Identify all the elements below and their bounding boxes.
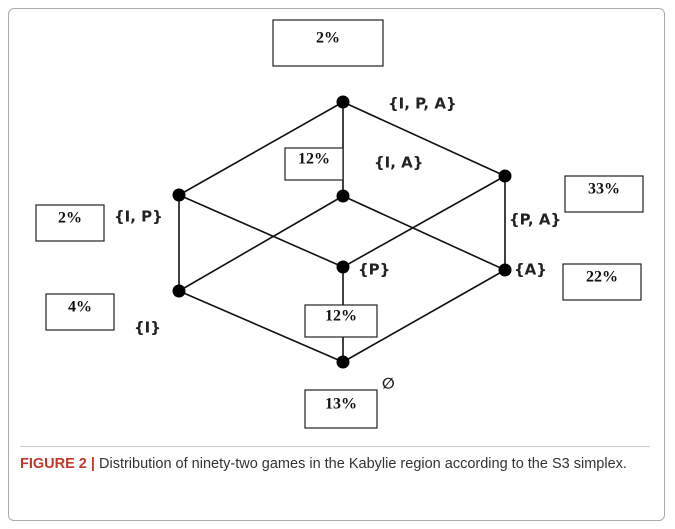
node [336, 189, 350, 203]
node-label: {I, A} [374, 154, 423, 172]
share-box [35, 204, 105, 242]
share: 12% [325, 308, 357, 325]
share: 13% [325, 396, 357, 413]
share-box [45, 293, 115, 331]
share-box [304, 389, 378, 429]
node-label: {P} [358, 261, 390, 279]
share: 22% [586, 269, 618, 286]
edge [342, 101, 506, 177]
node [336, 355, 350, 369]
edge [342, 175, 506, 268]
node-label: ∅ [382, 375, 395, 393]
edge [342, 195, 506, 271]
edge [178, 101, 344, 196]
share-box [304, 304, 378, 338]
edge [178, 195, 344, 292]
share: 33% [588, 181, 620, 198]
share-box [284, 147, 344, 181]
node-label: {A} [514, 261, 547, 279]
edge [178, 290, 344, 363]
share-box [562, 263, 642, 301]
edge [178, 194, 344, 268]
node [172, 284, 186, 298]
nodes: 2% {I, P, A} 12% {I, A} 2% {I, P} 33% {P, A} 12%… [35, 19, 644, 429]
frame [8, 8, 665, 521]
node [498, 263, 512, 277]
share-box [272, 19, 384, 67]
caption-label: FIGURE 2 | [20, 456, 95, 472]
share: 2% [316, 30, 340, 47]
node-label: {I, P, A} [388, 95, 457, 113]
node-label: {I, P} [114, 208, 163, 226]
node [172, 188, 186, 202]
node-label: {I} [134, 319, 161, 337]
node [336, 95, 350, 109]
share: 12% [298, 151, 330, 168]
share: 4% [68, 299, 92, 316]
edges [178, 101, 506, 363]
share: 2% [58, 210, 82, 227]
caption: FIGURE 2 | Distribution of ninety-two ga… [20, 446, 650, 475]
node [498, 169, 512, 183]
node-label: {P, A} [509, 211, 561, 229]
share-box [564, 175, 644, 213]
edge [342, 269, 506, 363]
diagram: 2% {I, P, A} 12% {I, A} 2% {I, P} 33% {P, A} 12%… [35, 19, 644, 429]
node [336, 260, 350, 274]
caption-text: Distribution of ninety-two games in the … [99, 456, 627, 472]
